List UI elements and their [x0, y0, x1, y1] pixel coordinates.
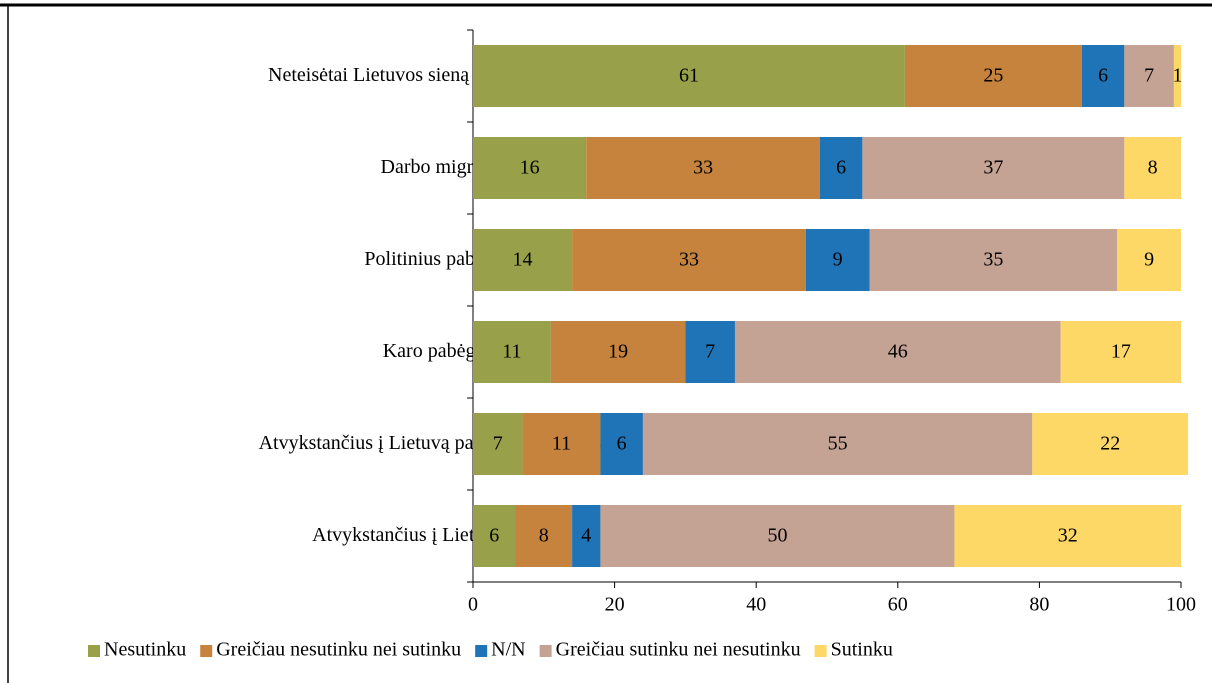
legend-swatch	[539, 645, 552, 657]
bar-segment	[572, 229, 806, 291]
x-tick-label: 80	[1029, 594, 1049, 616]
value-label: 22	[1100, 433, 1120, 455]
bar-segment	[586, 137, 820, 199]
value-label: 6	[836, 157, 846, 179]
value-label: 14	[513, 249, 533, 271]
legend-label: Greičiau sutinku nei nesutinku	[556, 639, 801, 661]
bar-segment	[642, 413, 1033, 475]
legend-label: Sutinku	[831, 639, 893, 661]
bar-segment	[473, 229, 573, 291]
x-tick-label: 20	[605, 594, 625, 616]
value-label: 50	[767, 525, 787, 547]
bar-segment	[954, 505, 1181, 567]
bar-segment	[805, 229, 870, 291]
value-label: 61	[679, 65, 699, 87]
value-label: 17	[1111, 341, 1131, 363]
x-tick-label: 60	[888, 594, 908, 616]
bar-segment	[600, 505, 955, 567]
value-label: 4	[581, 525, 591, 547]
value-label: 6	[1098, 65, 1108, 87]
bar-segment	[1173, 45, 1181, 107]
value-label: 8	[539, 525, 549, 547]
bar-segment	[550, 321, 686, 383]
value-label: 7	[493, 433, 503, 455]
bar-segment	[1117, 229, 1181, 291]
legend-label: Greičiau nesutinku nei sutinku	[216, 639, 461, 661]
value-label: 6	[617, 433, 627, 455]
bar-segment	[1124, 137, 1181, 199]
value-label: 25	[983, 65, 1003, 87]
legend-swatch	[814, 645, 827, 657]
value-label: 8	[1148, 157, 1158, 179]
x-tick-label: 0	[468, 594, 478, 616]
legend-label: N/N	[491, 639, 525, 661]
value-label: 7	[705, 341, 715, 363]
value-label: 11	[552, 433, 571, 455]
bar-segment	[819, 137, 863, 199]
value-label: 1	[1172, 65, 1182, 87]
value-label: 37	[983, 157, 1003, 179]
value-label: 9	[833, 249, 843, 271]
bar-segment	[515, 505, 573, 567]
x-tick-label: 40	[746, 594, 766, 616]
bar-segment	[473, 505, 516, 567]
bar-segment	[1081, 45, 1125, 107]
bar-segment	[600, 413, 643, 475]
bar-segment	[473, 413, 523, 475]
x-tick-label: 100	[1166, 594, 1196, 616]
value-label: 16	[520, 157, 540, 179]
value-label: 6	[489, 525, 499, 547]
bar-segment	[685, 321, 735, 383]
legend-swatch	[200, 645, 213, 657]
value-label: 33	[693, 157, 713, 179]
bar-segment	[1032, 413, 1189, 475]
value-label: 55	[828, 433, 848, 455]
legend-label: Nesutinku	[104, 639, 186, 661]
value-label: 7	[1144, 65, 1154, 87]
bar-segment	[473, 137, 587, 199]
value-label: 11	[502, 341, 521, 363]
bar-segment	[522, 413, 601, 475]
bar-segment	[572, 505, 601, 567]
value-label: 33	[679, 249, 699, 271]
value-label: 9	[1144, 249, 1154, 271]
bar-segment	[1060, 321, 1181, 383]
bar-segment	[1124, 45, 1174, 107]
bar-segment	[869, 229, 1118, 291]
value-label: 32	[1058, 525, 1078, 547]
bar-segment	[904, 45, 1082, 107]
bar-segment	[473, 45, 905, 107]
value-label: 46	[888, 341, 908, 363]
value-label: 35	[983, 249, 1003, 271]
value-label: 19	[608, 341, 628, 363]
legend-swatch	[88, 645, 100, 657]
bar-segment	[473, 321, 551, 383]
legend-swatch	[475, 645, 488, 657]
bar-segment	[862, 137, 1125, 199]
bar-segment	[734, 321, 1061, 383]
